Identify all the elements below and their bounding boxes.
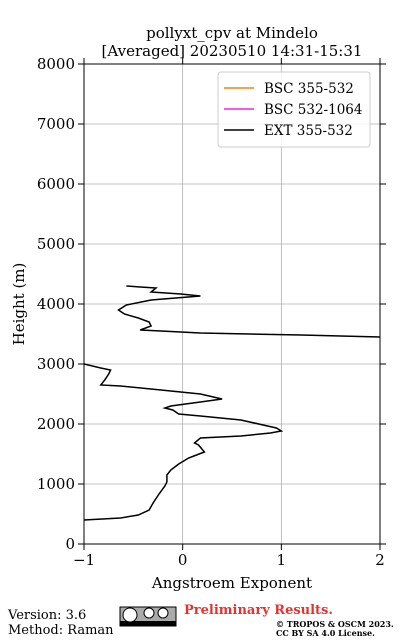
y-tick-label: 1000 (37, 475, 75, 493)
y-tick-label: 5000 (37, 235, 75, 253)
method: Method: Raman (8, 623, 114, 638)
license: CC BY SA 4.0 License. (276, 628, 375, 638)
x-tick-label: 0 (178, 551, 188, 569)
version: Version: 3.6 (7, 608, 86, 623)
x-tick-label: −1 (73, 551, 95, 569)
legend-label: BSC 532-1064 (264, 102, 362, 118)
x-tick-label: 1 (277, 551, 287, 569)
plot-frame (83, 63, 381, 545)
y-tick-label: 8000 (37, 55, 75, 73)
cc-badge (119, 606, 177, 627)
chart-subtitle: [Averaged] 20230510 14:31-15:31 (102, 42, 363, 60)
y-tick-label: 2000 (37, 415, 75, 433)
legend-label: EXT 355-532 (264, 123, 353, 139)
y-tick-label: 3000 (37, 355, 75, 373)
y-axis-label: Height (m) (10, 263, 28, 346)
notice: Preliminary Results. (184, 603, 333, 618)
profile-line (84, 285, 380, 521)
copyright: © TROPOS & OSCM 2023. (276, 619, 394, 629)
legend-box (217, 71, 371, 148)
y-tick-label: 6000 (37, 175, 75, 193)
x-tick-label: 2 (375, 551, 385, 569)
x-axis-label: Angstroem Exponent (151, 574, 312, 592)
y-tick-label: 4000 (37, 295, 75, 313)
y-tick-label: 0 (65, 535, 75, 553)
y-tick-label: 7000 (37, 115, 75, 133)
legend-label: BSC 355-532 (264, 81, 354, 97)
chart-title: pollyxt_cpv at Mindelo (146, 24, 318, 42)
